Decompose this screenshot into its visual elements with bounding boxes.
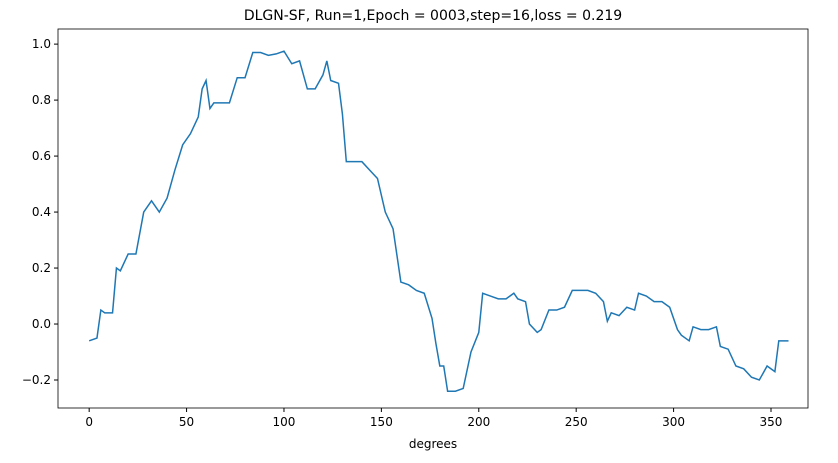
y-tick-label: 0.8 [32, 93, 51, 107]
chart-title: DLGN-SF, Run=1,Epoch = 0003,step=16,loss… [244, 8, 622, 24]
x-axis-label: degrees [409, 437, 457, 451]
x-tick-label: 150 [370, 415, 393, 429]
y-tick-label: −0.2 [22, 373, 51, 387]
y-tick-label: 1.0 [32, 37, 51, 51]
x-tick-label: 300 [662, 415, 685, 429]
y-tick-label: 0.0 [32, 317, 51, 331]
x-tick-label: 0 [85, 415, 93, 429]
data-line [88, 50, 789, 392]
y-tick-label: 0.4 [32, 205, 51, 219]
x-tick-label: 350 [760, 415, 783, 429]
x-tick-label: 100 [273, 415, 296, 429]
y-tick-label: 0.6 [32, 149, 51, 163]
plot-frame [57, 28, 809, 409]
x-tick-label: 50 [179, 415, 194, 429]
x-tick-label: 200 [467, 415, 490, 429]
x-tick-label: 250 [565, 415, 588, 429]
y-tick-label: 0.2 [32, 261, 51, 275]
